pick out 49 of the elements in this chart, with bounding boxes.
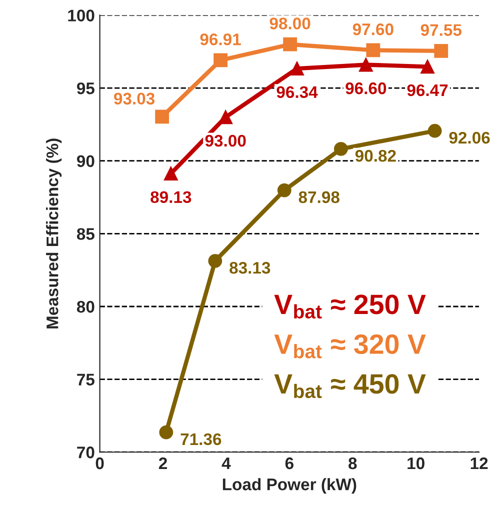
point	[218, 110, 233, 124]
point	[208, 254, 222, 268]
text: V$_{bat}$ ≈ 450 V	[274, 374, 426, 398]
point	[420, 60, 434, 74]
data-label: 98.00	[270, 18, 310, 30]
x-tick-label: 10	[408, 457, 424, 470]
data-label: 87.98	[298, 191, 340, 204]
data-label: 96.34	[276, 86, 318, 98]
data-label: 97.60	[352, 23, 394, 36]
y-axis-title: Measured Efficiency (%)	[46, 138, 62, 328]
data-label: 93.00	[205, 134, 246, 147]
x-tick-label: 6	[285, 457, 294, 470]
text: V$_{bat}$ ≈ 250 V	[274, 294, 426, 319]
y-tick-label: 85	[76, 228, 94, 240]
point	[214, 53, 228, 68]
data-label: 83.13	[230, 262, 270, 274]
y-tick-label: 75	[77, 374, 94, 386]
point	[155, 110, 170, 124]
point	[290, 62, 304, 76]
data-label: 89.13	[150, 191, 192, 204]
data-label: 97.55	[420, 24, 462, 36]
point	[358, 58, 373, 72]
data-label: 92.06	[449, 132, 490, 144]
point	[334, 142, 348, 156]
data-label: 96.47	[407, 84, 448, 96]
x-tick-label: 8	[348, 457, 357, 470]
point	[159, 425, 174, 440]
data-label: 90.82	[355, 150, 396, 162]
point	[277, 183, 292, 198]
data-label: 96.60	[346, 82, 386, 94]
point	[366, 43, 380, 58]
point	[164, 166, 178, 180]
x-tick-label: 0	[96, 457, 104, 470]
y-tick-label: 95	[76, 82, 94, 94]
data-label: 93.03	[114, 92, 155, 105]
data-label: 96.91	[200, 33, 241, 46]
y-tick-label: 70	[77, 446, 94, 458]
x-axis-title: Load Power (kW)	[222, 478, 356, 494]
text: V$_{bat}$ ≈ 320 V	[274, 334, 426, 358]
y-tick-label: 100	[68, 10, 94, 22]
data-label: 71.36	[180, 433, 222, 446]
y-tick-label: 80	[76, 300, 94, 313]
point	[428, 124, 442, 138]
point	[434, 44, 448, 58]
x-tick-label: 2	[158, 457, 167, 470]
x-tick-label: 4	[222, 458, 231, 470]
point	[283, 37, 297, 52]
y-tick-label: 90	[76, 155, 94, 168]
x-tick-label: 12	[470, 457, 488, 470]
